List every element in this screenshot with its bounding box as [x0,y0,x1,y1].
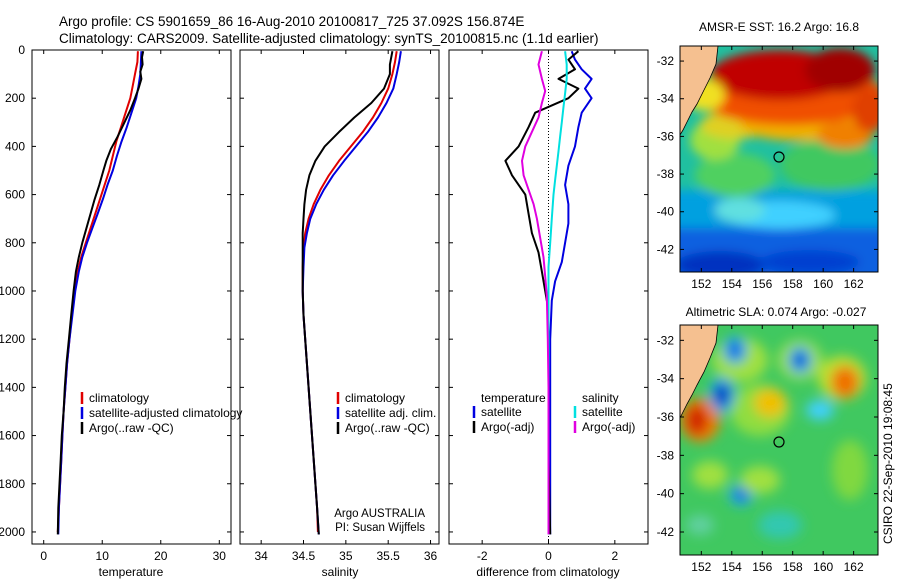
legend-label-climatology: climatology [345,391,405,405]
float-pi-label: PI: Susan Wijffels [335,522,425,534]
sla-map-frame [679,324,879,556]
chart-title-line1: Argo profile: CS 5901659_86 16-Aug-2010 … [59,14,524,29]
legend-label-temp-argo: Argo(-adj) [481,420,534,434]
salinity-xlabel: salinity [322,565,359,579]
sst-ticks: 152 154 156 158 160 162 -32 -34 -36 -38 -40 -42 [657,46,878,291]
y-tick-label: 400 [5,139,25,153]
sst-map [680,46,878,272]
legend-label-satellite: satellite-adjusted climatology [89,406,242,420]
float-program-label: Argo AUSTRALIA [334,508,425,520]
series-line-argo [56,51,145,535]
y-tick-label: 1000 [0,284,25,298]
legend-label-climatology: climatology [89,391,149,405]
difference-legend: temperature satellite Argo(-adj) salinit… [472,391,635,434]
x-tick-label: 20 [154,549,168,563]
map-x-tick-label: 160 [813,560,833,574]
sla-ticks: 152 154 156 158 160 162 -32 -34 -36 -38 -40 -42 [657,325,878,574]
map-y-tick-label: -38 [657,448,675,462]
map-y-tick-label: -34 [657,92,675,106]
y-tick-label: 600 [5,188,25,202]
sla-field [680,336,868,539]
map-x-tick-label: 162 [844,560,864,574]
map-y-tick-label: -40 [657,205,675,219]
y-tick-label: 1200 [0,332,25,346]
x-tick-label: 35 [339,549,353,563]
x-tick-label: 0 [545,549,552,563]
y-tick-label: 800 [5,236,25,250]
legend-label-argo: Argo(..raw -QC) [89,421,174,435]
legend-label-sal-argo: Argo(-adj) [582,420,635,434]
x-tick-label: 30 [213,549,227,563]
map-y-tick-label: -36 [657,410,675,424]
difference-plot: -2 0 2 [449,49,648,563]
legend-label-sal-satellite: satellite [582,405,623,419]
x-tick-label: 34.5 [292,549,316,563]
x-tick-label: 35.5 [377,549,401,563]
map-y-tick-label: -42 [657,242,675,256]
csiro-timestamp-label: CSIRO 22-Sep-2010 19:08:45 [881,383,895,544]
x-tick-label: 36 [424,549,438,563]
sst-map-frame [679,45,879,273]
series-line-sal-argo [521,50,550,535]
map-y-tick-label: -38 [657,167,675,181]
sst-field [680,48,878,272]
sst-land [680,46,719,136]
x-tick-label: 34 [254,549,268,563]
legend-label-satellite: satellite adj. clim. [345,406,436,420]
map-x-tick-label: 162 [844,277,864,291]
sla-map-title: Altimetric SLA: 0.074 Argo: -0.027 [686,305,867,319]
chart-title-line2: Climatology: CARS2009. Satellite-adjuste… [59,31,599,46]
temperature-legend: climatology satellite-adjusted climatolo… [80,391,242,435]
map-y-tick-label: -32 [657,333,675,347]
y-tick-label: 2000 [0,525,25,539]
sla-argo-location-marker [773,436,785,448]
salinity-axes [239,49,440,545]
map-x-tick-label: 156 [752,277,772,291]
x-tick-label: 2 [611,549,618,563]
map-x-tick-label: 154 [722,277,742,291]
legend-label-temp-satellite: satellite [481,405,522,419]
map-x-tick-label: 154 [722,560,742,574]
x-tick-label: 10 [96,549,110,563]
map-x-tick-label: 160 [813,277,833,291]
map-y-tick-label: -36 [657,129,675,143]
legend-label-argo: Argo(..raw -QC) [345,421,430,435]
salinity-plot: 34 34.5 35 35.5 36 [240,49,439,563]
legend-title-salinity: salinity [582,391,619,405]
legend-title-temperature: temperature [481,391,546,405]
temperature-xlabel: temperature [99,565,164,579]
difference-xlabel: difference from climatology [476,565,619,579]
series-line-argo [301,51,394,535]
sst-argo-location-marker [773,151,785,163]
temperature-axes [31,49,232,545]
map-y-tick-label: -42 [657,525,675,539]
sla-land [680,325,719,419]
map-x-tick-label: 158 [783,560,803,574]
x-tick-label: 0 [40,549,47,563]
map-x-tick-label: 152 [691,560,711,574]
series-line-temp-satellite [549,50,593,535]
y-tick-label: 1800 [0,477,25,491]
y-tick-label: 1600 [0,429,25,443]
y-tick-label: 0 [18,43,25,57]
map-x-tick-label: 152 [691,277,711,291]
map-x-tick-label: 156 [752,560,772,574]
y-tick-label: 1400 [0,380,25,394]
temperature-plot: 0 200 400 600 800 1000 1200 1400 1600 1800 2000 0 10… [0,43,231,563]
map-y-tick-label: -32 [657,54,675,68]
map-y-tick-label: -40 [657,487,675,501]
salinity-legend: climatology satellite adj. clim. Argo(..… [334,391,436,534]
map-x-tick-label: 158 [783,277,803,291]
x-tick-label: -2 [477,549,488,563]
sst-map-title: AMSR-E SST: 16.2 Argo: 16.8 [699,20,859,34]
map-y-tick-label: -34 [657,372,675,386]
y-tick-label: 200 [5,91,25,105]
sla-map [680,325,878,555]
